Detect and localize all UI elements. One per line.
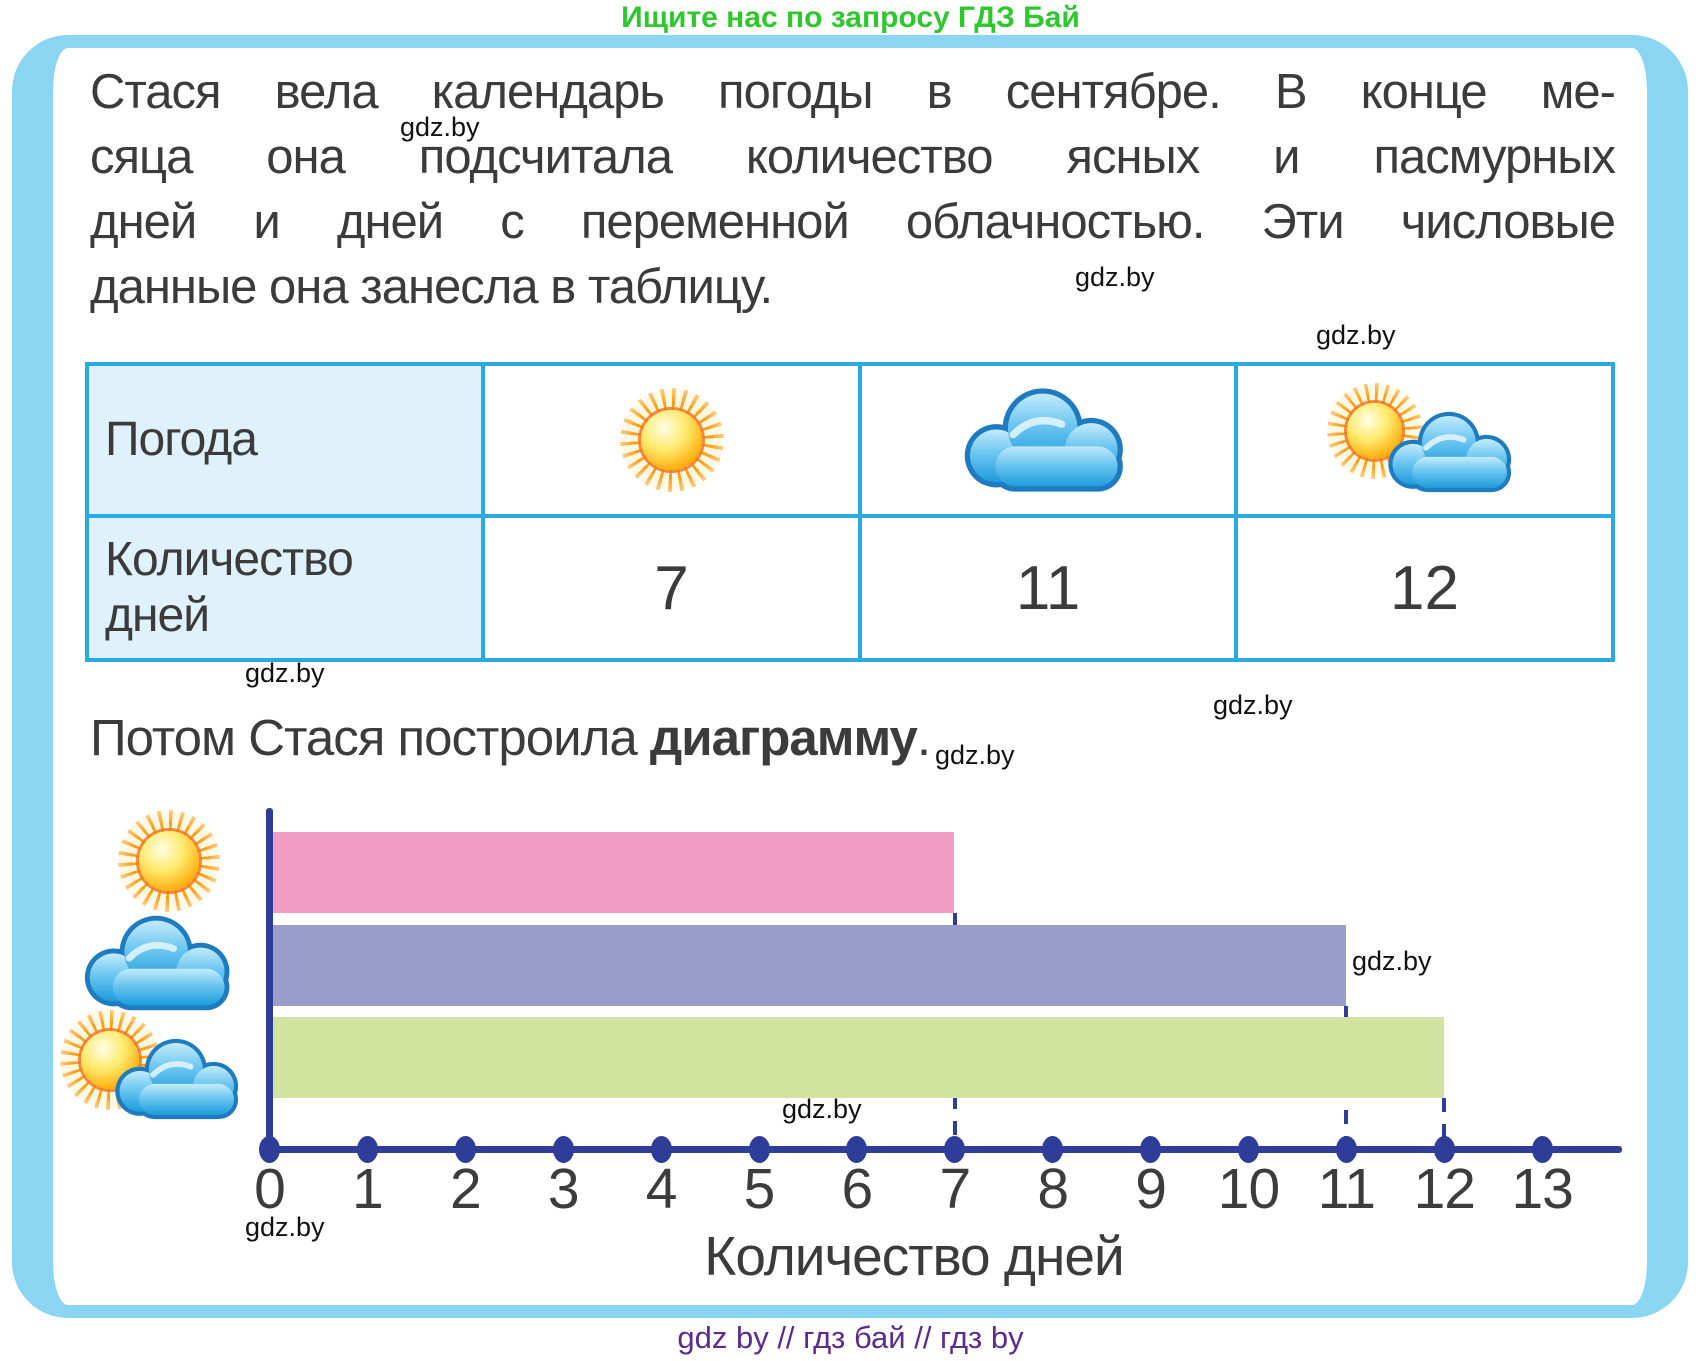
- axis-tick-dot: [1335, 1136, 1357, 1163]
- partly-cloudy-icon: [1326, 381, 1523, 499]
- axis-tick-dot: [1238, 1136, 1259, 1163]
- axis-tick-label: 10: [1217, 1157, 1280, 1221]
- axis-tick-dot: [552, 1136, 574, 1163]
- watermark: gdz.by: [245, 658, 325, 688]
- subtitle-suffix: .: [916, 709, 931, 766]
- sun-core: [641, 409, 702, 471]
- axis-tick-label: 11: [1317, 1157, 1376, 1221]
- axis-tick-label: 5: [743, 1157, 776, 1221]
- watermark: gdz.by: [1316, 320, 1396, 350]
- watermark: gdz.by: [245, 1212, 325, 1242]
- bar-cloudy-days: [273, 925, 1346, 1006]
- axis-tick-label: 8: [1037, 1157, 1069, 1221]
- table-value-partly-cloudy: 12: [1234, 514, 1615, 662]
- problem-paragraph: Стася вела календарь погоды в сентябре. …: [90, 60, 1616, 320]
- cloud-part: [115, 1038, 239, 1120]
- x-axis-title: Количество дней: [704, 1225, 1124, 1287]
- axis-tick-label: 12: [1413, 1157, 1476, 1221]
- axis-tick-label: 7: [939, 1157, 971, 1221]
- axis-tick-label: 6: [841, 1157, 874, 1221]
- table-header-day-count: Количество дней: [85, 514, 485, 662]
- table-cell-partly-cloudy: [1234, 362, 1615, 518]
- axis-tick-dot: [1531, 1136, 1553, 1163]
- paragraph-line: данные она занесла в таблицу.: [90, 260, 773, 314]
- axis-tick-label: 0: [254, 1157, 286, 1221]
- table-value-cloudy: 11: [858, 514, 1238, 662]
- table-cell-sunny: [481, 362, 862, 518]
- axis-tick-dot: [356, 1136, 378, 1163]
- sunny-icon: [619, 388, 724, 492]
- x-axis-line: [266, 1146, 1622, 1153]
- axis-tick-dot: [1042, 1136, 1064, 1163]
- table-row: Количество дней 7 11 12: [85, 514, 1615, 662]
- watermark: gdz.by: [1075, 262, 1155, 292]
- subtitle-prefix: Потом Стася построила: [90, 709, 650, 766]
- axis-tick-dot: [846, 1136, 868, 1163]
- table-header-weather: Погода: [85, 362, 485, 518]
- table-cell-cloudy: [858, 362, 1238, 518]
- axis-tick-label: 3: [547, 1157, 580, 1221]
- watermark: gdz.by: [400, 112, 480, 142]
- paragraph-line: дней и дней с переменной облачностью. Эт…: [90, 195, 1616, 249]
- axis-tick-label: 13: [1511, 1157, 1573, 1221]
- bar-sunny-days: [273, 832, 955, 913]
- page-frame-border: [12, 35, 1688, 1318]
- watermark: gdz.by: [935, 740, 1015, 770]
- paragraph-line: сяца она подсчитала количество ясных и п…: [90, 130, 1616, 184]
- bar-partly-cloudy-days: [273, 1017, 1444, 1098]
- partly-cloudy-icon: [58, 1008, 250, 1123]
- sunny-icon: [118, 810, 220, 912]
- watermark: gdz.by: [1352, 946, 1432, 976]
- dashed-guide-line: [1442, 1098, 1447, 1146]
- diagram-subtitle: Потом Стася построила диаграмму.: [90, 708, 931, 767]
- axis-tick-label: 2: [449, 1157, 482, 1221]
- watermark: gdz.by: [782, 1094, 862, 1124]
- axis-tick-label: 1: [352, 1157, 384, 1221]
- cloudy-icon: [84, 915, 230, 1011]
- axis-tick-dot: [259, 1136, 280, 1163]
- axis-tick-dot: [650, 1136, 672, 1163]
- footer-text: gdz by // гдз бай // гдз by: [677, 1320, 1024, 1355]
- cloud-part: [1387, 411, 1511, 493]
- axis-tick-dot: [1140, 1136, 1162, 1163]
- paragraph-line: Стася вела календарь погоды в сентябре. …: [90, 65, 1616, 119]
- axis-tick-dot: [748, 1136, 770, 1163]
- table-row: Погода: [85, 362, 1615, 518]
- axis-tick-dot: [1433, 1136, 1455, 1163]
- subtitle-bold-word: диаграмму: [649, 709, 918, 766]
- axis-tick-label: 4: [645, 1157, 678, 1221]
- y-axis-line: [266, 808, 273, 1153]
- axis-tick-dot: [944, 1136, 966, 1163]
- axis-tick-label: 9: [1135, 1157, 1167, 1221]
- table-value-sunny: 7: [481, 514, 862, 662]
- axis-tick-dot: [454, 1136, 476, 1163]
- sun-core: [139, 831, 199, 891]
- promo-banner-text: Ищите нас по запросу ГДЗ Бай: [621, 1, 1080, 34]
- watermark: gdz.by: [1213, 690, 1293, 720]
- weather-table: Погода: [85, 362, 1615, 662]
- cloudy-icon: [964, 388, 1123, 492]
